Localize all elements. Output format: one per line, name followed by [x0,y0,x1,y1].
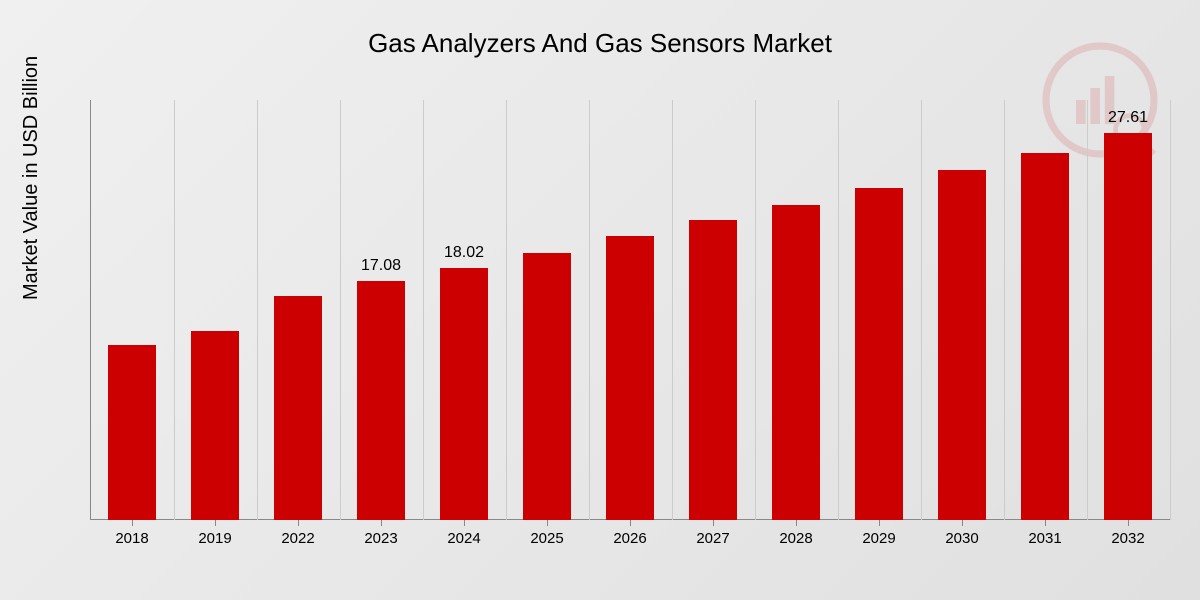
bar [689,220,737,520]
bar-value-label: 18.02 [444,244,484,262]
gridline [838,100,839,520]
bar [274,296,322,520]
x-tick [464,520,465,526]
y-axis-label: Market Value in USD Billion [20,56,43,300]
x-tick [630,520,631,526]
x-tick [962,520,963,526]
gridline [1087,100,1088,520]
x-tick-label: 2028 [779,530,812,547]
bar [523,253,571,520]
gridline [257,100,258,520]
plot-area: 20182019202217.08202318.0220242025202620… [90,100,1170,520]
x-tick [713,520,714,526]
y-axis [90,100,91,520]
x-tick-label: 2031 [1028,530,1061,547]
bar [108,345,156,520]
x-tick-label: 2029 [862,530,895,547]
x-tick [547,520,548,526]
x-tick-label: 2018 [115,530,148,547]
bar [1104,133,1152,520]
gridline [506,100,507,520]
bar [357,281,405,520]
gridline [340,100,341,520]
bar [855,188,903,520]
bar-value-label: 17.08 [361,257,401,275]
x-tick-label: 2027 [696,530,729,547]
gridline [672,100,673,520]
bar [772,205,820,520]
x-tick [879,520,880,526]
x-tick-label: 2023 [364,530,397,547]
bar [606,236,654,520]
gridline [1004,100,1005,520]
x-tick [1045,520,1046,526]
x-tick [215,520,216,526]
bar [440,268,488,520]
gridline [423,100,424,520]
chart-title: Gas Analyzers And Gas Sensors Market [0,0,1200,59]
x-tick-label: 2024 [447,530,480,547]
gridline [1170,100,1171,520]
x-tick [298,520,299,526]
x-tick [1128,520,1129,526]
bar [191,331,239,520]
x-tick-label: 2022 [281,530,314,547]
gridline [921,100,922,520]
bar-value-label: 27.61 [1108,109,1148,127]
gridline [174,100,175,520]
chart-container: 20182019202217.08202318.0220242025202620… [90,100,1170,520]
bar [938,170,986,520]
x-tick [796,520,797,526]
x-tick-label: 2032 [1111,530,1144,547]
bar [1021,153,1069,520]
x-tick-label: 2025 [530,530,563,547]
x-tick-label: 2019 [198,530,231,547]
x-tick [132,520,133,526]
x-tick-label: 2030 [945,530,978,547]
gridline [589,100,590,520]
x-tick [381,520,382,526]
x-tick-label: 2026 [613,530,646,547]
gridline [755,100,756,520]
